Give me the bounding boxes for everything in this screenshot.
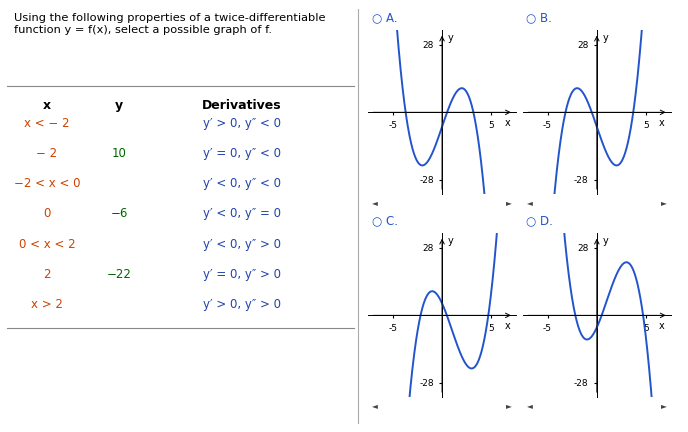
Text: y′ > 0, y″ > 0: y′ > 0, y″ > 0 <box>203 298 281 311</box>
Text: −2 < x < 0: −2 < x < 0 <box>14 177 80 190</box>
Text: Using the following properties of a twice-differentiable
function y = f(x), sele: Using the following properties of a twic… <box>14 13 326 35</box>
Text: ►: ► <box>506 198 513 207</box>
Text: y: y <box>115 99 123 112</box>
Text: y′ < 0, y″ < 0: y′ < 0, y″ < 0 <box>203 177 281 190</box>
Text: x: x <box>659 321 665 331</box>
Text: − 2: − 2 <box>36 147 58 160</box>
Text: y′ < 0, y″ = 0: y′ < 0, y″ = 0 <box>203 207 281 220</box>
Text: x: x <box>43 99 51 112</box>
Text: ►: ► <box>661 401 667 410</box>
Text: ◄: ◄ <box>372 401 378 410</box>
Text: x: x <box>659 118 665 128</box>
Text: y′ < 0, y″ > 0: y′ < 0, y″ > 0 <box>203 238 281 251</box>
Text: ◄: ◄ <box>526 401 533 410</box>
Text: −6: −6 <box>111 207 128 220</box>
Text: y: y <box>603 33 608 43</box>
Text: 0 < x < 2: 0 < x < 2 <box>19 238 75 251</box>
Text: ○ B.: ○ B. <box>526 11 552 24</box>
Text: ◄: ◄ <box>372 198 378 207</box>
Text: x: x <box>504 321 510 331</box>
Text: y: y <box>448 33 453 43</box>
Text: Derivatives: Derivatives <box>202 99 282 112</box>
Text: ○ C.: ○ C. <box>372 214 398 227</box>
Text: y′ = 0, y″ > 0: y′ = 0, y″ > 0 <box>203 268 281 281</box>
Text: y: y <box>448 236 453 246</box>
Text: y′ > 0, y″ < 0: y′ > 0, y″ < 0 <box>203 117 281 130</box>
Text: ○ A.: ○ A. <box>372 11 397 24</box>
Text: ◄: ◄ <box>526 198 533 207</box>
Text: x < − 2: x < − 2 <box>24 117 69 130</box>
Text: x > 2: x > 2 <box>31 298 63 311</box>
Text: 0: 0 <box>43 207 51 220</box>
Text: y: y <box>603 236 608 246</box>
Text: ○ D.: ○ D. <box>526 214 553 227</box>
Text: 2: 2 <box>43 268 51 281</box>
Text: y′ = 0, y″ < 0: y′ = 0, y″ < 0 <box>203 147 281 160</box>
Text: ►: ► <box>661 198 667 207</box>
Text: −22: −22 <box>107 268 131 281</box>
Text: x: x <box>504 118 510 128</box>
Text: ►: ► <box>506 401 513 410</box>
Text: 10: 10 <box>111 147 127 160</box>
